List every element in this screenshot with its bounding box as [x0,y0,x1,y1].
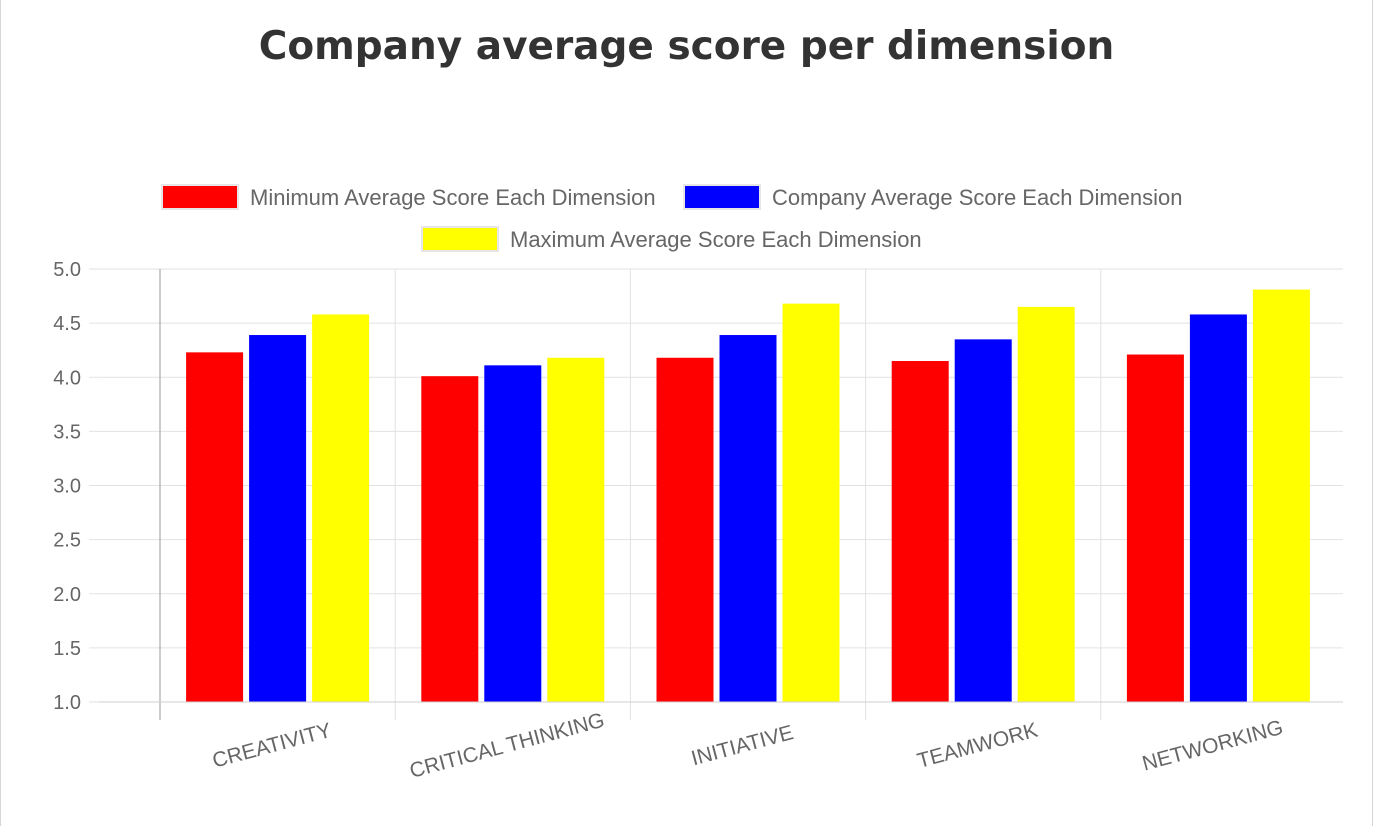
x-tick-label: CRITICAL THINKING [407,709,607,783]
x-tick-label: TEAMWORK [915,719,1040,773]
y-tick-label: 1.5 [53,638,81,660]
x-tick-label: NETWORKING [1140,716,1286,776]
bar-critical-thinking-maximum[interactable] [547,357,605,702]
bar-networking-company[interactable] [1189,314,1247,702]
bar-initiative-company[interactable] [719,335,777,702]
legend-label-minimum[interactable]: Minimum Average Score Each Dimension [250,185,656,210]
chart-title: Company average score per dimension [258,24,1115,69]
y-tick-label: 4.0 [53,367,81,389]
bars [186,289,1310,702]
legend[interactable]: Minimum Average Score Each Dimension Comp… [161,184,1182,252]
bar-networking-minimum[interactable] [1126,354,1184,702]
legend-swatch-maximum[interactable] [421,226,499,252]
y-tick-label: 4.5 [53,313,81,335]
legend-swatch-company[interactable] [683,184,761,210]
bar-creativity-minimum[interactable] [186,352,244,702]
bar-creativity-company[interactable] [249,335,307,702]
y-tick-label: 2.0 [53,584,81,606]
x-tick-label: CREATIVITY [210,719,334,773]
x-tick-label: INITIATIVE [689,721,796,770]
y-tick-label: 2.5 [53,530,81,552]
y-tick-label: 1.0 [53,692,81,714]
bar-teamwork-maximum[interactable] [1017,306,1075,702]
legend-swatch-minimum[interactable] [161,184,239,210]
bar-teamwork-company[interactable] [954,339,1012,702]
bar-initiative-minimum[interactable] [656,357,714,702]
bar-critical-thinking-minimum[interactable] [421,376,479,702]
y-tick-label: 3.5 [53,421,81,443]
axes [99,269,1343,720]
bar-teamwork-minimum[interactable] [891,361,949,702]
y-tick-label: 5.0 [53,259,81,281]
y-tick-label: 3.0 [53,476,81,498]
bar-initiative-maximum[interactable] [782,303,840,702]
bar-critical-thinking-company[interactable] [484,365,542,702]
legend-label-company[interactable]: Company Average Score Each Dimension [772,185,1182,210]
bar-networking-maximum[interactable] [1252,289,1310,702]
y-axis-ticks: 1.0 1.5 2.0 2.5 3.0 3.5 4.0 4.5 5.0 [53,259,81,714]
bar-creativity-maximum[interactable] [312,314,370,702]
x-axis-ticks: CREATIVITY CRITICAL THINKING INITIATIVE TEA… [210,709,1286,783]
legend-label-maximum[interactable]: Maximum Average Score Each Dimension [510,227,922,252]
